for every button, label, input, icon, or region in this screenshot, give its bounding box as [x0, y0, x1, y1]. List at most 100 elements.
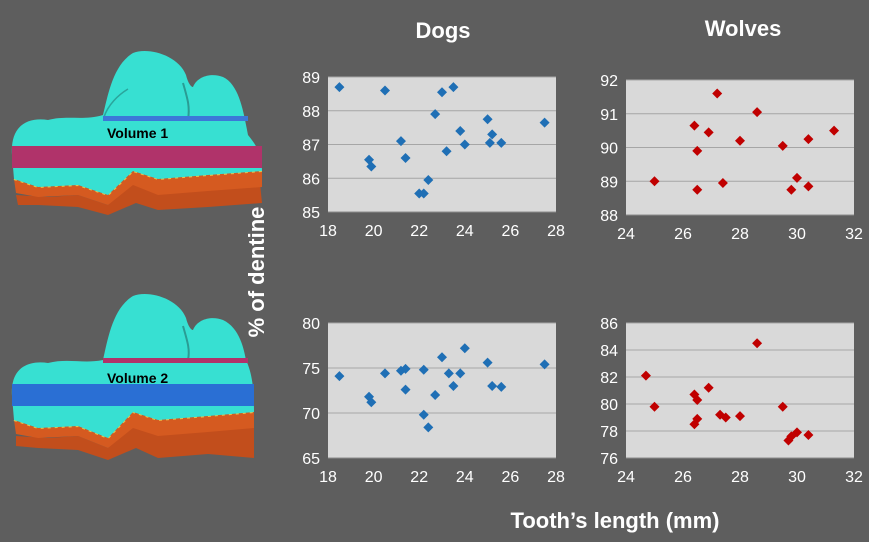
y-tick-label-76: 76: [600, 451, 618, 468]
data-point-dogs-volume2-8: [443, 368, 454, 379]
data-point-dogs-volume2-3: [539, 359, 550, 370]
y-tick-label-80: 80: [600, 397, 618, 414]
data-point-dogs-volume1-10: [484, 137, 495, 148]
column-title-dogs: Dogs: [415, 18, 471, 43]
data-point-wolves-volume1-1: [752, 107, 763, 118]
y-tick-label-84: 84: [600, 343, 618, 360]
data-point-dogs-volume1-4: [430, 109, 441, 120]
data-point-dogs-volume2-6: [418, 364, 429, 375]
data-point-dogs-volume2-14: [400, 384, 411, 395]
data-point-wolves-volume1-6: [735, 135, 745, 146]
data-point-dogs-volume1-11: [496, 137, 507, 148]
x-tick-label-24: 24: [456, 469, 474, 486]
plot-area-dogs-volume2: [328, 323, 556, 458]
plot-wolves-volume1: 88 89 90 91 92 24 26 28 30 32: [600, 73, 863, 243]
data-point-wolves-volume2-11: [689, 419, 700, 430]
x-tick-label-22: 22: [410, 223, 428, 240]
data-point-wolves-volume2-9: [720, 412, 731, 423]
tooth-model-volume-1-icon: [11, 51, 263, 215]
data-point-wolves-volume1-2: [689, 120, 700, 131]
data-point-wolves-volume1-11: [717, 177, 728, 188]
x-tick-label-18: 18: [319, 469, 337, 486]
data-point-dogs-volume2-1: [437, 352, 447, 363]
y-tick-label-75: 75: [302, 361, 320, 378]
x-tick-label-22: 22: [410, 469, 428, 486]
x-tick-label-30: 30: [788, 469, 806, 486]
data-point-dogs-volume2-9: [455, 368, 466, 379]
data-point-dogs-volume2-17: [366, 397, 377, 408]
y-tick-label-89: 89: [302, 70, 320, 87]
tooth-model-volume-2-icon: [11, 294, 255, 460]
x-tick-label-24: 24: [456, 223, 474, 240]
y-axis-title: % of dentine: [244, 206, 269, 338]
x-tick-label-28: 28: [731, 226, 749, 243]
data-point-wolves-volume2-15: [783, 435, 794, 446]
plot-wolves-volume2: 76 78 80 82 84 86 24 26 28 30 32: [600, 316, 863, 486]
x-tick-label-26: 26: [674, 226, 692, 243]
data-point-wolves-volume1-8: [692, 145, 703, 156]
x-tick-label-20: 20: [365, 223, 383, 240]
data-point-dogs-volume1-8: [487, 129, 498, 140]
data-point-dogs-volume2-19: [423, 422, 434, 433]
x-tick-label-30: 30: [788, 226, 806, 243]
data-point-dogs-volume2-0: [459, 343, 470, 354]
y-tick-label-65: 65: [302, 451, 320, 468]
x-tick-label-18: 18: [319, 223, 337, 240]
plot-dogs-volume1: 85 86 87 88 89 18 20 22 24 26 28: [302, 70, 565, 240]
data-point-dogs-volume1-7: [455, 126, 466, 136]
x-tick-label-28: 28: [731, 469, 749, 486]
data-point-wolves-volume1-5: [803, 134, 814, 145]
data-point-dogs-volume1-16: [366, 161, 377, 172]
data-point-wolves-volume1-9: [792, 172, 802, 183]
data-point-dogs-volume1-5: [482, 114, 493, 125]
y-tick-label-88: 88: [302, 104, 320, 121]
plot-dogs-volume2: 65 70 75 80 18 20 22 24 26 28: [302, 316, 565, 486]
y-tick-label-82: 82: [600, 370, 618, 387]
y-tick-label-87: 87: [302, 138, 320, 155]
x-tick-label-20: 20: [365, 469, 383, 486]
data-point-dogs-volume1-17: [423, 174, 434, 185]
data-point-dogs-volume1-6: [539, 117, 550, 128]
data-point-dogs-volume2-10: [334, 371, 345, 382]
data-point-dogs-volume2-18: [418, 409, 429, 420]
y-tick-label-90: 90: [600, 141, 618, 158]
data-point-wolves-volume2-5: [649, 401, 660, 412]
data-point-dogs-volume2-2: [482, 357, 493, 368]
data-point-dogs-volume2-12: [487, 381, 498, 391]
data-point-wolves-volume2-8: [735, 411, 745, 422]
data-point-wolves-volume2-1: [640, 370, 651, 381]
data-point-dogs-volume2-5: [400, 363, 411, 374]
data-point-dogs-volume1-15: [400, 153, 411, 163]
data-point-dogs-volume2-7: [380, 368, 390, 379]
y-tick-label-86: 86: [600, 316, 618, 333]
data-point-wolves-volume1-3: [829, 125, 840, 136]
data-point-dogs-volume2-15: [430, 390, 441, 400]
x-tick-label-28: 28: [547, 223, 565, 240]
data-point-wolves-volume1-10: [649, 176, 660, 187]
column-title-wolves: Wolves: [704, 16, 782, 41]
y-tick-label-89: 89: [600, 174, 618, 191]
data-point-dogs-volume2-11: [448, 381, 459, 391]
data-point-dogs-volume2-13: [496, 381, 507, 392]
data-point-dogs-volume1-2: [437, 87, 447, 98]
data-point-dogs-volume1-0: [334, 82, 345, 93]
volume-2-label: Volume 2: [107, 370, 169, 386]
x-tick-label-26: 26: [502, 469, 520, 486]
data-point-wolves-volume2-6: [777, 401, 788, 412]
x-axis-title: Tooth’s length (mm): [510, 508, 720, 533]
plot-area-wolves-volume2: [626, 323, 854, 458]
data-point-dogs-volume1-3: [448, 82, 459, 93]
y-tick-label-80: 80: [302, 316, 320, 333]
data-point-wolves-volume1-13: [692, 184, 703, 195]
x-tick-label-28: 28: [547, 469, 565, 486]
y-tick-label-86: 86: [302, 171, 320, 188]
data-point-dogs-volume1-1: [380, 85, 390, 96]
y-tick-label-70: 70: [302, 406, 320, 423]
data-point-dogs-volume1-19: [418, 188, 429, 199]
data-point-wolves-volume1-14: [786, 184, 797, 195]
x-tick-label-32: 32: [845, 469, 863, 486]
data-point-dogs-volume1-13: [441, 146, 452, 157]
y-tick-label-88: 88: [600, 208, 618, 225]
x-tick-label-26: 26: [502, 223, 520, 240]
